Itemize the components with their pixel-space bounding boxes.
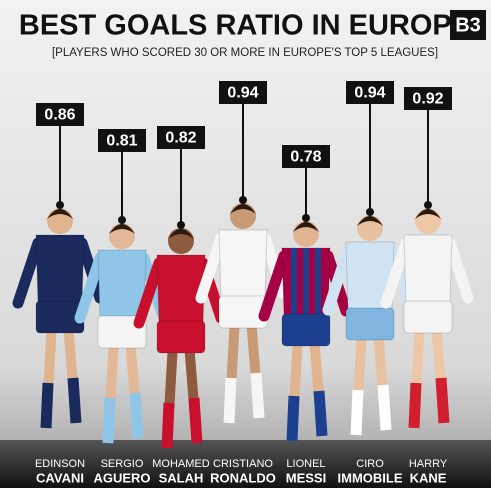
hair (109, 224, 135, 234)
stem-dot (302, 214, 310, 222)
sock (435, 377, 450, 424)
arm (12, 237, 44, 309)
first-name: HARRY (409, 458, 448, 470)
sock (102, 397, 116, 444)
logo-box (450, 10, 486, 40)
player-figure (380, 208, 474, 429)
hair (47, 209, 73, 219)
shorts (156, 320, 206, 354)
value-label: 0.82 (165, 130, 196, 147)
arm (258, 250, 290, 322)
sock (67, 377, 82, 424)
player-figure (74, 223, 168, 444)
shirt (218, 229, 268, 299)
stem-dot (56, 201, 64, 209)
player-figure (133, 228, 227, 449)
last-name: AGUERO (93, 470, 150, 485)
shirt (156, 254, 206, 324)
sock (377, 384, 392, 431)
value-label: 0.78 (290, 149, 321, 166)
stem-dot (177, 221, 185, 229)
first-name: SERGIO (101, 458, 144, 470)
player-figure (322, 215, 416, 436)
shirt (403, 234, 453, 304)
hair (415, 209, 441, 219)
value-label: 0.92 (412, 91, 443, 108)
shirt-stripe (303, 248, 309, 316)
stem-dot (239, 196, 247, 204)
first-name: MOHAMED (152, 458, 210, 470)
arm (444, 237, 474, 304)
arm (322, 244, 354, 316)
value-box (219, 81, 267, 104)
title: BEST GOALS RATIO IN EUROPE (19, 10, 471, 42)
stem-dot (366, 208, 374, 216)
hair (293, 222, 319, 232)
sock (313, 390, 328, 437)
hair (230, 204, 256, 214)
logo: B3 (455, 14, 481, 36)
last-name: SALAH (159, 470, 204, 485)
value-box (98, 129, 146, 152)
last-name: CAVANI (36, 470, 84, 485)
last-name: MESSI (286, 470, 326, 485)
player-figure (195, 203, 289, 424)
arm (133, 257, 165, 329)
value-label: 0.94 (227, 85, 258, 102)
arm (380, 237, 412, 309)
shirt-stripe (315, 248, 321, 316)
shirt (35, 234, 85, 304)
player-figure (258, 221, 352, 442)
first-name: CRISTIANO (213, 458, 273, 470)
last-name: KANE (410, 470, 447, 485)
sock (250, 372, 265, 419)
value-box (404, 87, 452, 110)
hair (357, 216, 383, 226)
value-box (282, 145, 330, 168)
arm (195, 232, 227, 304)
subtitle: [PLAYERS WHO SCORED 30 OR MORE IN EUROPE… (52, 47, 438, 59)
first-name: LIONEL (286, 458, 325, 470)
value-label: 0.86 (44, 107, 75, 124)
arm (74, 252, 106, 324)
sock (188, 397, 203, 444)
first-name: EDINSON (35, 458, 85, 470)
stem-dot (424, 201, 432, 209)
hair (168, 229, 194, 239)
player-figure (12, 208, 106, 429)
sock (223, 377, 237, 424)
shorts (281, 313, 331, 347)
stem-dot (118, 216, 126, 224)
value-label: 0.81 (106, 133, 137, 150)
name-band (0, 440, 491, 488)
sock (408, 382, 422, 429)
value-box (157, 126, 205, 149)
shirt-stripe (291, 248, 297, 316)
sock (129, 392, 144, 439)
last-name: RONALDO (210, 470, 276, 485)
last-name: IMMOBILE (338, 470, 403, 485)
first-name: CIRO (356, 458, 384, 470)
sock (161, 402, 175, 449)
sock (286, 395, 300, 442)
value-box (346, 81, 394, 104)
value-box (36, 103, 84, 126)
sock (350, 389, 364, 436)
sock (40, 382, 54, 429)
shorts (403, 300, 453, 334)
value-label: 0.94 (354, 85, 385, 102)
shorts (345, 307, 395, 341)
